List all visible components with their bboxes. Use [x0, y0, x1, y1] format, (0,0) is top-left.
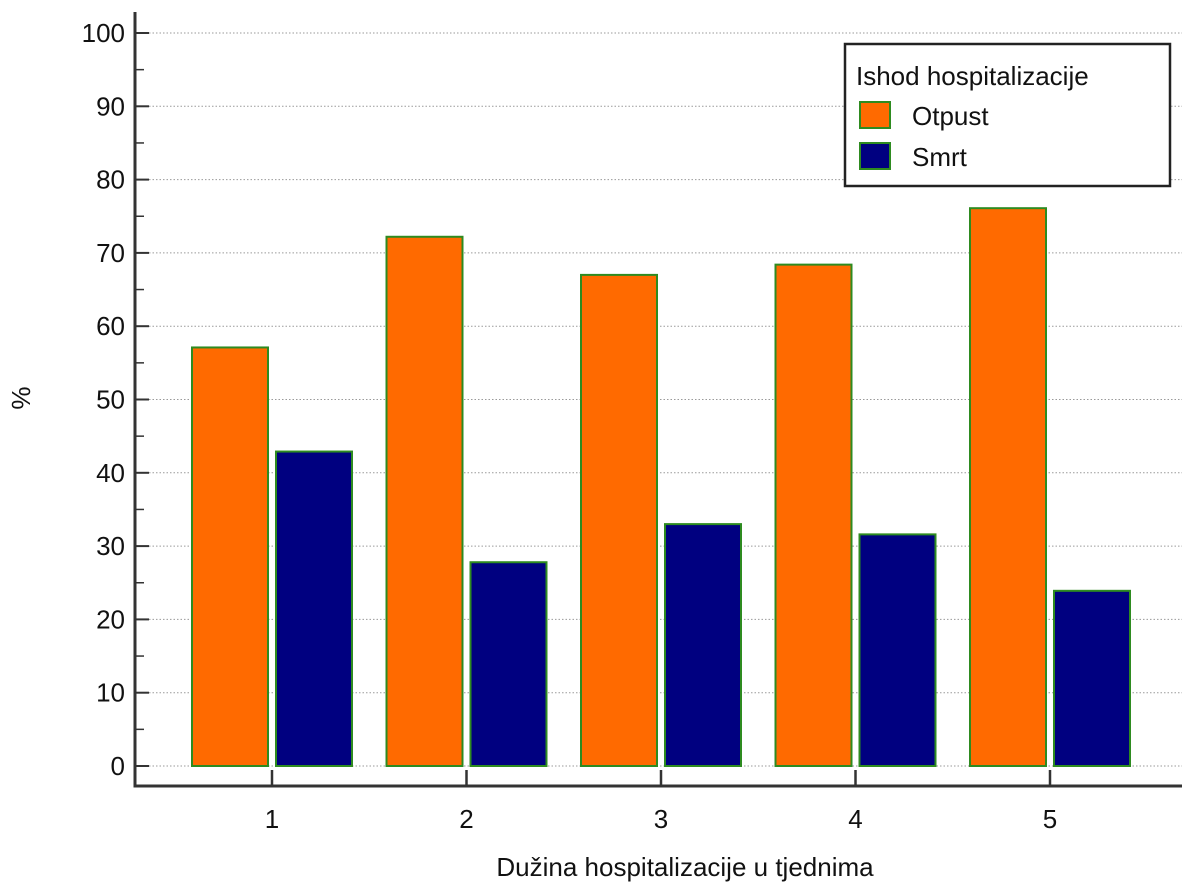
bar-otpust-2: [387, 237, 463, 766]
bar-otpust-3: [581, 275, 657, 766]
y-tick-label: 100: [82, 18, 125, 48]
x-axis-title: Dužina hospitalizacije u tjednima: [496, 852, 874, 882]
y-tick-label: 70: [96, 238, 125, 268]
y-tick-label: 10: [96, 678, 125, 708]
bar-smrt-1: [276, 452, 352, 766]
y-tick-label: 60: [96, 311, 125, 341]
y-tick-label: 50: [96, 385, 125, 415]
legend-title: Ishod hospitalizacije: [856, 61, 1089, 91]
bars: [192, 208, 1130, 766]
bar-smrt-4: [860, 534, 936, 766]
legend-label-smrt: Smrt: [912, 142, 968, 172]
bar-smrt-2: [471, 562, 547, 766]
x-tick-label: 5: [1043, 804, 1057, 834]
bar-otpust-5: [970, 208, 1046, 766]
x-tick-label: 1: [265, 804, 279, 834]
y-tick-label: 30: [96, 531, 125, 561]
y-tick-label: 40: [96, 458, 125, 488]
x-tick-label: 3: [654, 804, 668, 834]
x-tick-label: 4: [848, 804, 862, 834]
y-tick-label: 90: [96, 91, 125, 121]
y-tick-label: 0: [111, 751, 125, 781]
legend: Ishod hospitalizacije Otpust Smrt: [845, 44, 1170, 186]
legend-swatch-otpust: [860, 102, 890, 128]
bar-otpust-4: [776, 265, 852, 766]
legend-label-otpust: Otpust: [912, 101, 989, 131]
legend-swatch-smrt: [860, 143, 890, 169]
y-tick-label: 80: [96, 165, 125, 195]
bar-smrt-3: [665, 524, 741, 766]
bar-otpust-1: [192, 347, 268, 766]
bar-smrt-5: [1054, 591, 1130, 766]
x-tick-label: 2: [459, 804, 473, 834]
y-axis-title: %: [6, 386, 36, 409]
y-tick-label: 20: [96, 604, 125, 634]
